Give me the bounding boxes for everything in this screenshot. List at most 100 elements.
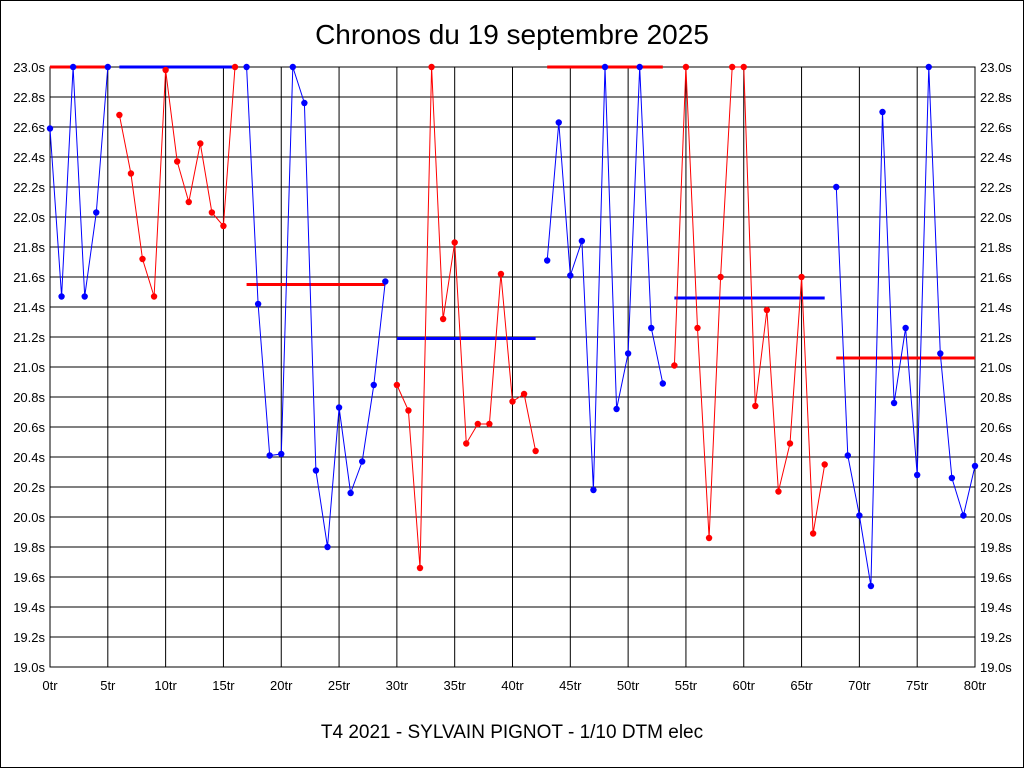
data-point xyxy=(879,108,886,116)
data-point xyxy=(370,381,377,389)
data-point xyxy=(636,63,643,71)
y-tick-label-left: 19.8s xyxy=(13,540,45,555)
y-tick-label-left: 21.4s xyxy=(13,300,45,315)
y-tick-label-right: 20.0s xyxy=(980,510,1012,525)
x-tick-label: 50tr xyxy=(617,678,640,693)
data-point xyxy=(659,380,667,387)
data-point xyxy=(705,534,713,542)
data-point xyxy=(220,222,227,230)
data-point xyxy=(46,125,54,132)
data-point xyxy=(173,158,181,165)
series-2 xyxy=(243,63,389,551)
data-point xyxy=(798,273,805,281)
y-tick-label-right: 19.2s xyxy=(980,630,1012,645)
data-point xyxy=(867,582,875,590)
data-point xyxy=(890,399,898,407)
x-tick-label: 55tr xyxy=(675,678,698,693)
x-tick-label: 0tr xyxy=(42,678,58,693)
data-point xyxy=(474,420,482,428)
data-point xyxy=(439,315,447,323)
data-point xyxy=(532,447,539,455)
y-tick-label-right: 22.8s xyxy=(980,90,1012,105)
data-point xyxy=(150,293,158,300)
data-point xyxy=(786,440,794,447)
data-point xyxy=(335,404,343,411)
y-tick-label-left: 23.0s xyxy=(13,60,45,75)
y-tick-label-left: 19.2s xyxy=(13,630,45,645)
series-1 xyxy=(116,63,239,300)
chart-title: Chronos du 19 septembre 2025 xyxy=(315,19,709,50)
data-point xyxy=(347,489,354,497)
y-tick-label-right: 19.8s xyxy=(980,540,1012,555)
data-point xyxy=(543,257,551,264)
data-point xyxy=(752,402,759,410)
y-tick-label-left: 22.6s xyxy=(13,120,45,135)
data-point xyxy=(451,239,458,246)
series-line xyxy=(118,66,236,297)
series-layer xyxy=(46,63,979,590)
y-tick-label-right: 20.6s xyxy=(980,420,1012,435)
y-tick-label-left: 22.4s xyxy=(13,150,45,165)
data-point xyxy=(937,350,944,357)
series-5 xyxy=(671,63,828,542)
data-point xyxy=(682,63,690,71)
y-tick-label-right: 19.0s xyxy=(980,660,1012,675)
data-point xyxy=(289,63,297,71)
data-point xyxy=(358,458,366,465)
data-point xyxy=(590,486,597,494)
x-tick-label: 30tr xyxy=(386,678,409,693)
y-tick-label-left: 19.0s xyxy=(13,660,45,675)
y-tick-label-right: 20.8s xyxy=(980,390,1012,405)
data-point xyxy=(960,512,967,519)
data-point xyxy=(139,255,146,263)
x-tick-label: 15tr xyxy=(212,678,235,693)
y-tick-label-right: 19.6s xyxy=(980,570,1012,585)
data-point xyxy=(925,63,932,71)
y-tick-label-right: 22.4s xyxy=(980,150,1012,165)
y-tick-label-left: 22.0s xyxy=(13,210,45,225)
y-tick-label-left: 20.4s xyxy=(13,450,45,465)
data-point xyxy=(694,324,701,332)
data-point xyxy=(208,209,216,216)
data-point xyxy=(243,63,250,71)
y-tick-label-right: 22.6s xyxy=(980,120,1012,135)
data-point xyxy=(671,362,678,369)
data-point xyxy=(948,474,956,482)
y-tick-label-left: 20.2s xyxy=(13,480,45,495)
y-tick-label-right: 23.0s xyxy=(980,60,1012,75)
data-point xyxy=(902,324,909,332)
x-tick-label: 45tr xyxy=(559,678,582,693)
y-tick-label-right: 21.6s xyxy=(980,270,1012,285)
y-tick-label-left: 22.8s xyxy=(13,90,45,105)
data-point xyxy=(93,209,100,216)
y-tick-label-left: 22.2s xyxy=(13,180,45,195)
y-tick-label-right: 20.2s xyxy=(980,480,1012,495)
data-point xyxy=(555,119,562,126)
y-tick-label-right: 21.8s xyxy=(980,240,1012,255)
data-point xyxy=(301,99,308,107)
series-6 xyxy=(833,63,979,590)
y-tick-label-left: 20.0s xyxy=(13,510,45,525)
y-tick-label-right: 22.2s xyxy=(980,180,1012,195)
data-point xyxy=(763,306,771,314)
y-tick-label-left: 20.6s xyxy=(13,420,45,435)
data-point xyxy=(740,63,747,71)
y-tick-label-left: 19.4s xyxy=(13,600,45,615)
y-tick-label-right: 20.4s xyxy=(980,450,1012,465)
data-point xyxy=(312,467,320,474)
data-point xyxy=(254,300,262,308)
y-tick-label-right: 19.4s xyxy=(980,600,1012,615)
data-point xyxy=(833,183,840,191)
x-tick-label: 35tr xyxy=(443,678,466,693)
data-point xyxy=(416,564,424,572)
x-tick-label: 40tr xyxy=(501,678,524,693)
data-point xyxy=(971,462,979,470)
y-tick-label-right: 21.4s xyxy=(980,300,1012,315)
series-0 xyxy=(46,63,112,300)
data-point xyxy=(463,440,470,447)
x-tick-label: 5tr xyxy=(100,678,116,693)
data-point xyxy=(231,63,239,71)
data-point xyxy=(648,324,655,332)
data-point xyxy=(567,272,574,279)
